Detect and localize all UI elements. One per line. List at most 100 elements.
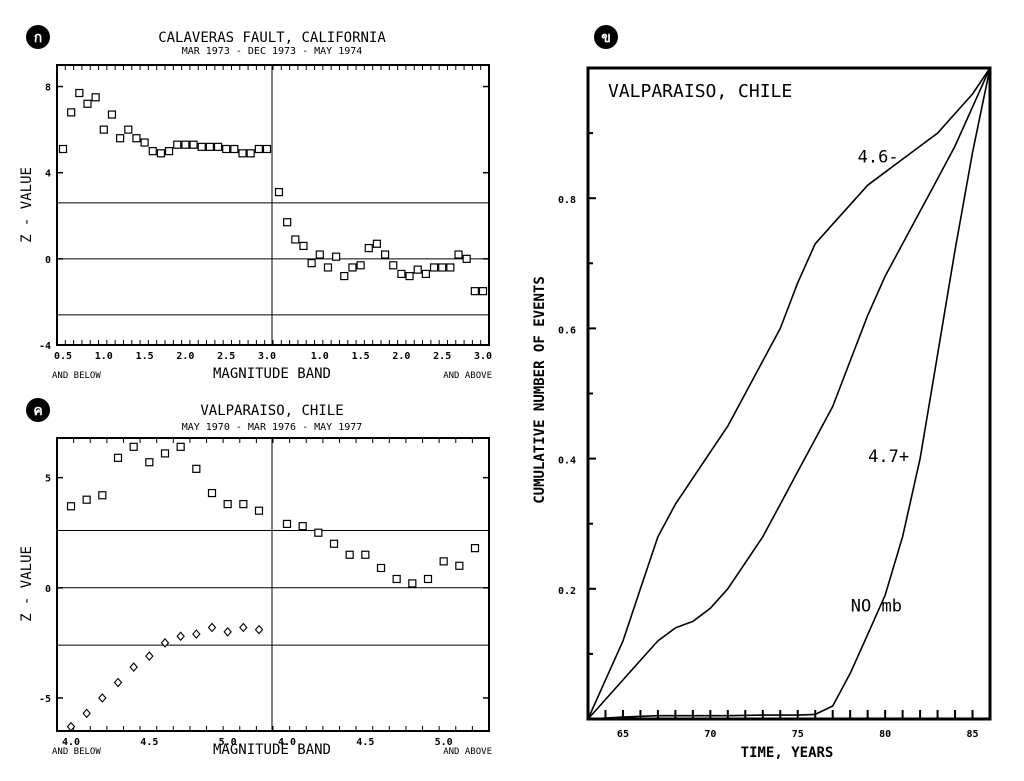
c-diamond-point [239,622,248,633]
panel-a-badge [26,25,50,49]
panel-c-y-label: Z - VALUE [19,546,35,622]
panel-b-y-label: CUMULATIVE NUMBER OF EVENTS [532,276,548,504]
panel-c-reference-lines [57,530,489,646]
a-x-tick-label: 3.0 [474,351,492,362]
a-square-point [148,147,157,156]
c-square-point [470,544,480,553]
a-square-point [274,187,284,197]
c-square-point [176,442,185,451]
a-square-point [67,108,76,117]
a-x-tick-label: 1.0 [95,351,113,362]
c-diamond-point [82,708,91,719]
a-y-tick-label: 4 [45,169,51,180]
c-square-point [408,579,417,588]
panel-b-x-tick-label: 80 [879,729,891,740]
a-square-point [205,142,214,151]
c-x-tick-label: 4.0 [62,737,80,748]
panel-b-y-tick-label: 0.2 [558,586,576,597]
a-square-point [380,250,390,259]
a-square-point [429,263,439,272]
a-square-point [413,265,422,274]
a-square-point [181,140,190,149]
panel-a-subtitle: MAR 1973 - DEC 1973 - MAY 1974 [182,46,363,57]
panel-b-x-tick-label: 75 [792,729,804,740]
panel-b-y-tick-label: 0.4 [558,456,576,467]
a-square-point [438,263,447,272]
a-square-point [470,287,479,296]
c-square-point [113,453,123,462]
c-square-point [455,561,464,570]
a-square-point [454,250,463,259]
panel-c-note-left: AND BELOW [52,747,101,757]
c-square-point [329,539,339,548]
c-y-tick-label: 0 [45,584,51,595]
c-y-tick-label: 5 [45,474,51,485]
a-square-point [189,140,198,149]
c-diamond-point [113,677,123,688]
a-square-point [299,241,308,251]
a-square-point [397,269,406,279]
a-x-tick-label: 3.0 [258,351,276,362]
a-square-point [238,149,247,158]
panel-c-title: VALPARAISO, CHILE [200,403,343,419]
a-square-point [83,99,92,108]
a-x-tick-label: 1.5 [352,351,370,362]
panel-a-frame [56,64,490,346]
a-y-tick-label: 8 [45,83,51,94]
panel-c-x-label: MAGNITUDE BAND [213,742,331,758]
c-square-point [129,442,138,451]
a-square-point [230,144,239,154]
panel-a-reference-lines [57,202,489,316]
c-square-point [82,495,91,504]
a-square-point [246,149,255,158]
a-square-point [307,259,316,268]
a-square-point [173,140,182,149]
c-diamond-point [254,624,264,635]
panel-c-frame [56,437,490,732]
c-diamond-point [66,721,76,732]
panel-b-frame [586,66,992,721]
a-square-point [116,134,125,143]
c-diamond-point [223,627,232,637]
panel-c-points [66,442,480,732]
panel-c-badge [26,398,50,422]
c-square-point [160,449,170,458]
a-square-point [332,252,341,261]
c-x-tick-label: 4.5 [140,737,158,748]
a-x-tick-label: 2.5 [217,351,235,362]
panel-b-x-tick-label: 65 [617,729,629,740]
a-square-point [58,144,68,154]
a-square-point [405,271,414,281]
panel-a-y-label: Z - VALUE [19,167,35,243]
a-square-point [140,138,149,147]
c-diamond-point [207,622,217,633]
c-x-tick-label: 5.0 [435,737,453,748]
c-y-tick-label: -5 [39,694,51,705]
a-square-point [291,235,300,244]
a-square-point [283,218,292,227]
panel-b-y-ticks: 0.2 0.4 0.6 0.8 [558,132,596,655]
c-diamond-point [160,638,170,648]
panel-b-y-tick-label: 0.6 [558,325,576,336]
a-square-point [372,239,382,248]
a-square-point [254,144,263,154]
a-x-tick-label: 2.0 [392,351,410,362]
panel-c: ค VALPARAISO, CHILE MAY 1970 - MAR 1976 … [19,398,492,758]
panel-b-series: 4.6- 4.7+ NO mb [587,67,991,720]
c-square-point [298,522,307,531]
c-x-tick-label: 4.5 [356,737,374,748]
panel-c-subtitle: MAY 1970 - MAR 1976 - MAY 1977 [182,422,363,433]
c-square-point [361,550,370,559]
panel-a-note-right: AND ABOVE [443,371,492,381]
c-square-point [223,499,232,509]
a-square-point [389,261,398,270]
panel-b-title: VALPARAISO, CHILE [608,81,792,102]
a-square-point [164,147,174,156]
panel-b-series-line [587,67,991,720]
c-square-point [439,557,448,566]
panel-b-x-label: TIME, YEARS [741,745,834,761]
panel-b-series-line [587,67,991,720]
a-x-tick-label: 2.0 [176,351,194,362]
panel-a-points [58,88,488,296]
